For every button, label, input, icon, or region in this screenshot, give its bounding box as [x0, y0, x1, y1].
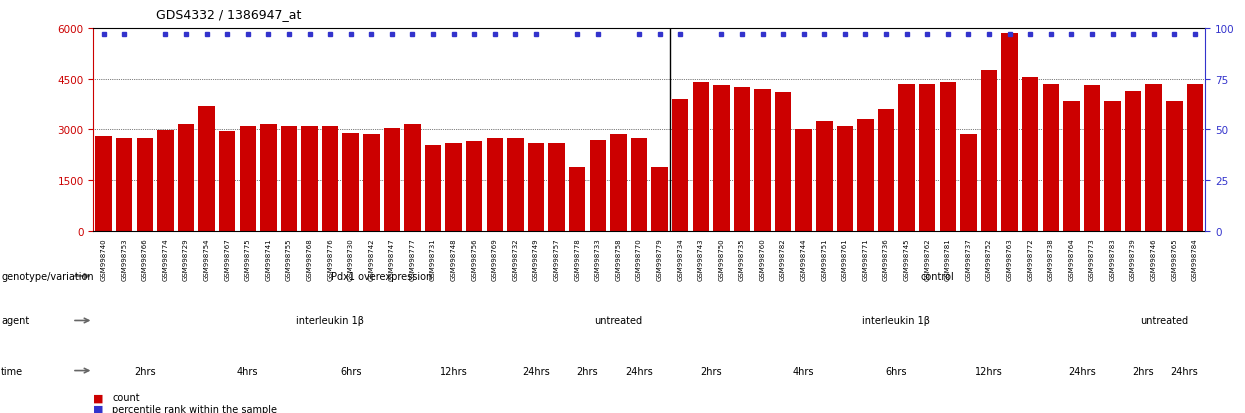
- Bar: [1145, 85, 1162, 231]
- Bar: [858, 120, 874, 231]
- Bar: [157, 131, 173, 231]
- Text: untreated: untreated: [594, 316, 642, 326]
- Bar: [548, 144, 565, 231]
- Text: 2hrs: 2hrs: [576, 366, 599, 376]
- Text: 2hrs: 2hrs: [1133, 366, 1154, 376]
- Bar: [713, 86, 730, 231]
- Bar: [405, 125, 421, 231]
- Bar: [590, 140, 606, 231]
- Text: GDS4332 / 1386947_at: GDS4332 / 1386947_at: [156, 8, 301, 21]
- Bar: [364, 135, 380, 231]
- Bar: [528, 144, 544, 231]
- Bar: [672, 100, 688, 231]
- Bar: [631, 138, 647, 231]
- Bar: [878, 110, 894, 231]
- Bar: [1125, 91, 1142, 231]
- Bar: [301, 127, 317, 231]
- Bar: [280, 127, 298, 231]
- Bar: [342, 133, 359, 231]
- Text: 2hrs: 2hrs: [700, 366, 722, 376]
- Bar: [733, 88, 751, 231]
- Bar: [960, 135, 976, 231]
- Bar: [981, 71, 997, 231]
- Text: untreated: untreated: [1140, 316, 1188, 326]
- Bar: [774, 93, 792, 231]
- Text: percentile rank within the sample: percentile rank within the sample: [112, 404, 278, 413]
- Text: interleukin 1β: interleukin 1β: [296, 316, 364, 326]
- Text: 4hrs: 4hrs: [793, 366, 814, 376]
- Text: ■: ■: [93, 404, 103, 413]
- Bar: [837, 127, 853, 231]
- Bar: [239, 127, 256, 231]
- Bar: [651, 167, 667, 231]
- Bar: [466, 142, 483, 231]
- Text: 2hrs: 2hrs: [134, 366, 156, 376]
- Bar: [919, 85, 935, 231]
- Bar: [899, 85, 915, 231]
- Bar: [425, 145, 441, 231]
- Text: 24hrs: 24hrs: [1068, 366, 1096, 376]
- Text: agent: agent: [1, 316, 30, 326]
- Text: 4hrs: 4hrs: [237, 366, 259, 376]
- Bar: [1042, 85, 1059, 231]
- Bar: [322, 127, 339, 231]
- Text: time: time: [1, 366, 24, 376]
- Bar: [815, 122, 833, 231]
- Bar: [1001, 34, 1018, 231]
- Bar: [610, 135, 626, 231]
- Text: ■: ■: [93, 392, 103, 402]
- Text: count: count: [112, 392, 139, 402]
- Text: 12hrs: 12hrs: [975, 366, 1003, 376]
- Text: 24hrs: 24hrs: [522, 366, 550, 376]
- Bar: [260, 125, 276, 231]
- Text: 12hrs: 12hrs: [439, 366, 468, 376]
- Bar: [796, 130, 812, 231]
- Bar: [507, 138, 524, 231]
- Text: 24hrs: 24hrs: [1170, 366, 1199, 376]
- Bar: [137, 138, 153, 231]
- Bar: [487, 138, 503, 231]
- Text: Pdx1 overexpression: Pdx1 overexpression: [331, 271, 432, 281]
- Bar: [1186, 85, 1203, 231]
- Bar: [940, 83, 956, 231]
- Text: 6hrs: 6hrs: [885, 366, 908, 376]
- Bar: [446, 144, 462, 231]
- Bar: [1083, 86, 1101, 231]
- Bar: [96, 137, 112, 231]
- Text: genotype/variation: genotype/variation: [1, 271, 93, 281]
- Bar: [1167, 102, 1183, 231]
- Bar: [219, 132, 235, 231]
- Bar: [754, 90, 771, 231]
- Text: control: control: [920, 271, 955, 281]
- Bar: [692, 83, 708, 231]
- Bar: [569, 167, 585, 231]
- Bar: [1022, 78, 1038, 231]
- Bar: [1063, 102, 1079, 231]
- Text: interleukin 1β: interleukin 1β: [863, 316, 930, 326]
- Bar: [178, 125, 194, 231]
- Text: 24hrs: 24hrs: [625, 366, 652, 376]
- Bar: [198, 107, 215, 231]
- Bar: [116, 138, 132, 231]
- Bar: [383, 128, 400, 231]
- Text: 6hrs: 6hrs: [340, 366, 361, 376]
- Bar: [1104, 102, 1120, 231]
